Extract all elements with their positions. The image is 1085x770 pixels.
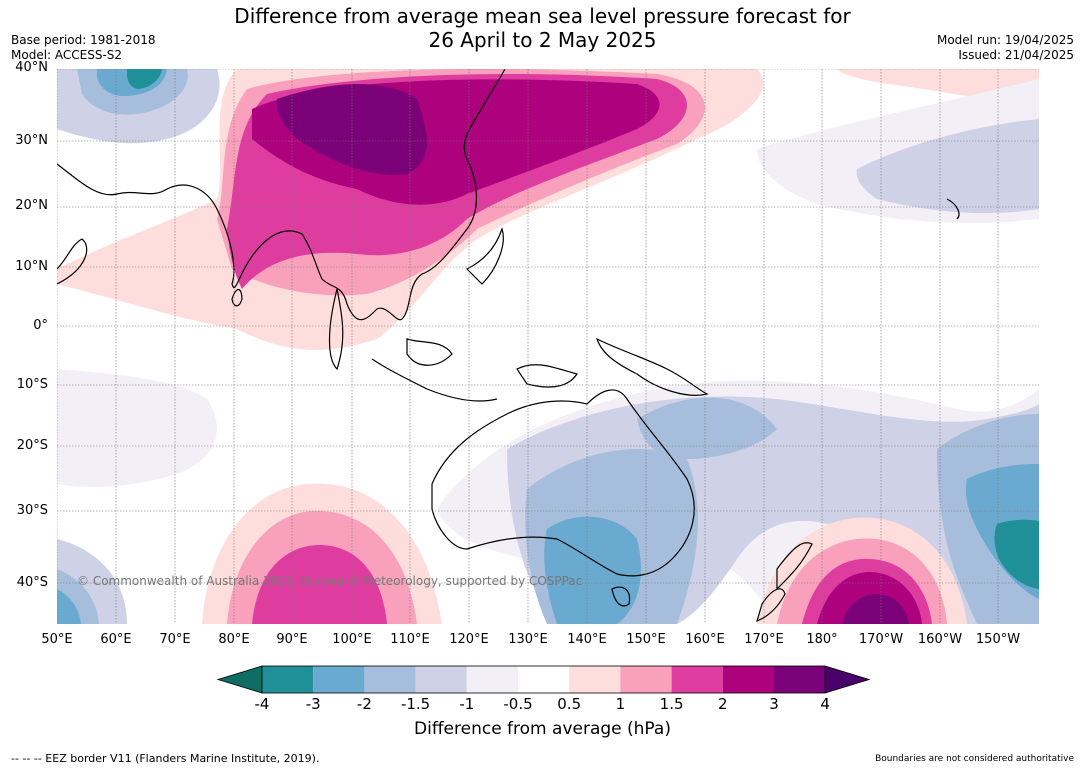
lat-label: 20°N — [15, 198, 48, 213]
model-name: Model: ACCESS-S2 — [11, 48, 123, 62]
boundaries-disclaimer: Boundaries are not considered authoritat… — [875, 754, 1074, 764]
colorbar-segment — [722, 666, 774, 693]
colorbar-title: Difference from average (hPa) — [414, 719, 671, 739]
colorbar-tick-label: 3 — [769, 695, 779, 713]
colorbar-segment — [569, 666, 621, 693]
colorbar-tick-label: -0.5 — [503, 695, 533, 713]
lon-label: 180° — [806, 632, 838, 647]
lat-label: 10°N — [15, 259, 48, 274]
colorbar-segment — [313, 666, 365, 693]
lon-label: 130°E — [508, 632, 548, 647]
npacific-low-anomaly — [757, 79, 1039, 224]
colorbar-tick-label: 4 — [820, 695, 830, 713]
title-line-2: 26 April to 2 May 2025 — [428, 28, 657, 52]
nw-low-anomaly — [57, 69, 220, 144]
southern-high-anomaly — [202, 483, 967, 624]
issued-date: Issued: 21/04/2025 — [958, 48, 1074, 62]
colorbar-tick-label: -3 — [305, 695, 321, 713]
base-period: Base period: 1981-2018 — [11, 33, 156, 47]
model-run: Model run: 19/04/2025 — [936, 33, 1074, 47]
lon-label: 80°E — [218, 632, 250, 647]
lon-label: 160°W — [917, 632, 963, 647]
lon-label: 150°E — [626, 632, 666, 647]
map-title: Difference from average mean sea level p… — [0, 4, 1085, 52]
colorbar-tick-label: 2 — [718, 695, 728, 713]
lon-label: 90°E — [276, 632, 308, 647]
colorbar-tick-label: 1.5 — [659, 695, 684, 713]
pressure-anomaly-map — [57, 69, 1039, 624]
graticule — [57, 69, 1039, 624]
lat-label: 30°S — [16, 503, 48, 518]
lat-label: 30°N — [15, 133, 48, 148]
map-canvas — [57, 69, 1039, 624]
colorbar-min-extend — [216, 665, 263, 694]
lon-label: 170°W — [858, 632, 904, 647]
lon-label: 60°E — [100, 632, 132, 647]
meta-left: Base period: 1981-2018 Model: ACCESS-S2 — [11, 33, 156, 63]
lon-label: 160°E — [685, 632, 725, 647]
lon-label: 50°E — [41, 632, 73, 647]
lat-label: 20°S — [16, 438, 48, 453]
copyright-notice: © Commonwealth of Australia 2025, Bureau… — [77, 574, 583, 588]
lon-label: 100°E — [332, 632, 372, 647]
lon-label: 170°E — [744, 632, 784, 647]
colorbar — [216, 665, 871, 694]
colorbar-segment — [774, 666, 826, 693]
colorbar-max-extend — [824, 665, 871, 694]
colorbar-tick-label: 1 — [615, 695, 626, 713]
lon-label: 110°E — [390, 632, 430, 647]
eez-border-note: -- -- -- EEZ border V11 (Flanders Marine… — [11, 752, 320, 765]
colorbar-tick-label: -4 — [254, 695, 270, 713]
colorbar-segment — [262, 666, 314, 693]
coastlines — [57, 69, 960, 623]
lat-label: 10°S — [16, 377, 48, 392]
colorbar-tick-label: 0.5 — [557, 695, 582, 713]
colorbar-tick-label: -1.5 — [400, 695, 431, 713]
lon-label: 150°W — [975, 632, 1021, 647]
colorbar-segment — [364, 666, 416, 693]
title-line-1: Difference from average mean sea level p… — [234, 4, 851, 28]
lat-label: 40°N — [15, 60, 48, 75]
colorbar-segment — [415, 666, 467, 693]
meta-right: Model run: 19/04/2025 Issued: 21/04/2025 — [937, 33, 1074, 63]
colorbar-segment — [671, 666, 723, 693]
colorbar-segment — [466, 666, 518, 693]
colorbar-tick-label: -1 — [459, 695, 475, 713]
lat-label: 0° — [33, 318, 48, 333]
lon-label: 120°E — [449, 632, 489, 647]
colorbar-segment — [620, 666, 672, 693]
lon-label: 70°E — [159, 632, 191, 647]
colorbar-tick-label: -2 — [356, 695, 372, 713]
lon-label: 140°E — [567, 632, 607, 647]
colorbar-segment — [518, 666, 570, 693]
lat-label: 40°S — [16, 575, 48, 590]
